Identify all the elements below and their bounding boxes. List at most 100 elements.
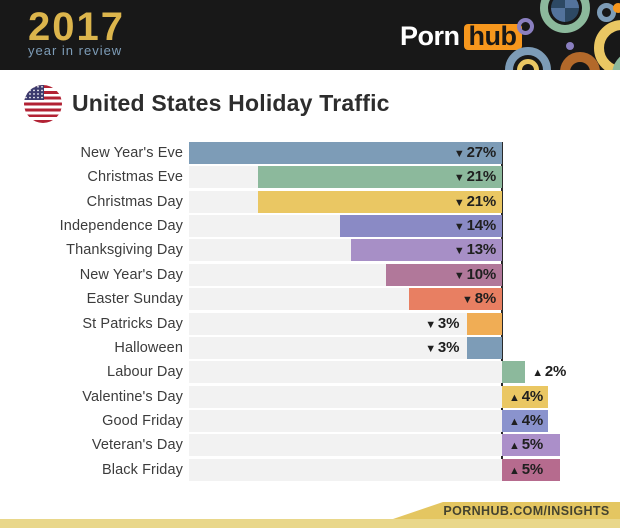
value-number: 3% <box>437 338 460 356</box>
category-label: Veteran's Day <box>91 437 183 454</box>
value-label: ▲ 4% <box>509 410 543 432</box>
value-label: ▼ 27% <box>454 142 496 164</box>
value-bar <box>502 385 549 408</box>
down-triangle-icon: ▼ <box>453 172 465 185</box>
pornhub-logo: Porn hub <box>400 21 522 52</box>
value-bar <box>258 190 502 213</box>
down-triangle-icon: ▼ <box>453 148 465 160</box>
category-label: Christmas Day <box>86 193 183 210</box>
down-triangle-icon: ▼ <box>462 294 473 307</box>
pie-circle-icon <box>551 0 579 22</box>
chart-row: Independence Day ▼ 14% <box>0 215 620 238</box>
category-label: Halloween <box>114 339 183 356</box>
value-label: ▲ 5% <box>509 434 543 456</box>
down-triangle-icon: ▼ <box>453 269 465 282</box>
value-number: 21% <box>466 168 497 186</box>
bar-track <box>189 361 502 384</box>
bar-track <box>189 458 502 481</box>
category-label: New Year's Day <box>79 266 183 283</box>
value-number: 5% <box>521 436 543 454</box>
blue-ring-small-icon <box>597 3 616 22</box>
value-number: 13% <box>466 241 497 259</box>
category-label: Christmas Eve <box>87 169 183 186</box>
value-label: ▼ 10% <box>454 264 496 286</box>
category-label: Valentine's Day <box>82 388 183 405</box>
chart-row: Easter Sunday ▼ 8% <box>0 288 620 311</box>
value-label: ▼ 3% <box>425 337 459 359</box>
value-number: 4% <box>521 387 543 405</box>
category-label: Thanksgiving Day <box>66 242 183 259</box>
up-triangle-icon: ▲ <box>509 464 520 477</box>
green-ring-icon <box>540 0 590 33</box>
down-triangle-icon: ▼ <box>425 318 436 331</box>
yellow-ring-right-icon <box>594 20 620 70</box>
value-label: ▲ 2% <box>532 361 566 383</box>
value-bar <box>339 215 502 238</box>
value-label: ▼ 21% <box>454 191 496 213</box>
bar-track <box>189 336 502 359</box>
chart-row: Christmas Eve ▼ 21% <box>0 166 620 189</box>
value-bar <box>258 166 502 189</box>
value-label: ▼ 8% <box>462 288 496 310</box>
value-label: ▲ 5% <box>509 459 543 481</box>
year-in-review-logo: 2017 year in review <box>28 6 125 58</box>
chart-row: Halloween ▼ 3% <box>0 336 620 359</box>
chart-row: Valentine's Day ▲ 4% <box>0 385 620 408</box>
value-number: 4% <box>521 411 543 429</box>
down-triangle-icon: ▼ <box>453 245 465 258</box>
category-label: St Patricks Day <box>82 315 183 332</box>
value-label: ▼ 14% <box>454 215 496 237</box>
value-bar <box>467 336 502 359</box>
category-label: New Year's Eve <box>80 145 183 161</box>
us-flag-canton <box>24 85 44 100</box>
value-number: 8% <box>474 290 496 308</box>
orange-ring-icon <box>560 52 600 70</box>
orange-dot-icon <box>613 3 620 13</box>
header-bar: 2017 year in review Porn hub <box>0 0 620 70</box>
down-triangle-icon: ▼ <box>453 196 465 209</box>
up-triangle-icon: ▲ <box>509 440 520 453</box>
chart-row: Labour Day ▲ 2% <box>0 361 620 384</box>
chart-row: Thanksgiving Day ▼ 13% <box>0 239 620 262</box>
category-label: Independence Day <box>59 218 183 235</box>
up-triangle-icon: ▲ <box>509 415 520 428</box>
down-triangle-icon: ▼ <box>425 342 436 355</box>
chart-row: Veteran's Day ▲ 5% <box>0 434 620 457</box>
value-bar <box>502 361 526 384</box>
footer-link-text: PORNHUB.COM/INSIGHTS <box>443 503 610 518</box>
blue-ring-large-icon <box>505 47 551 70</box>
value-label: ▼ 13% <box>454 239 496 261</box>
value-number: 5% <box>521 460 543 478</box>
bar-track <box>189 385 502 408</box>
chart-row: New Year's Eve ▼ 27% <box>0 142 620 164</box>
bar-track <box>189 434 502 457</box>
chart-row: St Patricks Day ▼ 3% <box>0 312 620 335</box>
footer-link-tab[interactable]: PORNHUB.COM/INSIGHTS <box>393 502 620 519</box>
zero-axis-line <box>501 142 503 481</box>
title-row: United States Holiday Traffic <box>0 82 620 128</box>
logo-year-text: 2017 <box>28 5 125 49</box>
footer-strip <box>0 519 620 528</box>
value-number: 21% <box>466 192 497 210</box>
category-label: Black Friday <box>102 461 183 478</box>
value-bar <box>409 288 502 311</box>
pornhub-logo-word1: Porn <box>400 21 460 51</box>
value-number: 2% <box>544 363 567 381</box>
chart-row: New Year's Day ▼ 10% <box>0 263 620 286</box>
chart-row: Black Friday ▲ 5% <box>0 458 620 481</box>
value-label: ▼ 21% <box>454 166 496 188</box>
pornhub-logo-hub-box: hub <box>463 21 522 51</box>
yellow-ring-inner-icon <box>517 59 539 70</box>
purple-dot-icon <box>566 42 574 50</box>
up-triangle-icon: ▲ <box>532 367 543 380</box>
up-triangle-icon: ▲ <box>509 391 520 404</box>
value-bar <box>502 409 549 432</box>
value-bar <box>188 142 502 164</box>
value-bar <box>386 263 502 286</box>
category-label: Good Friday <box>102 412 183 429</box>
pornhub-logo-word2: hub <box>468 21 517 51</box>
value-bar <box>502 458 560 481</box>
down-triangle-icon: ▼ <box>453 221 465 234</box>
purple-ring-icon <box>517 18 534 35</box>
